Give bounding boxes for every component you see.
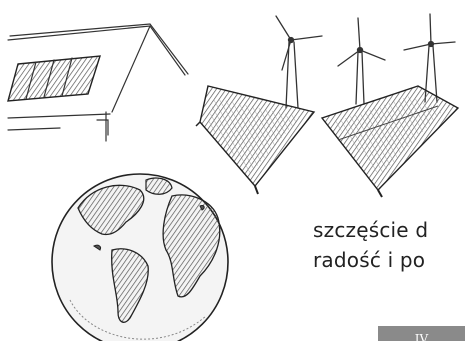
house-with-solar-panel <box>7 23 189 142</box>
roof-solar-panel <box>7 55 101 102</box>
caption-line-1: szczęście d <box>313 218 429 242</box>
earth-globe <box>51 173 229 341</box>
caption-line-2: radość i po <box>313 248 426 272</box>
solar-panel <box>320 85 460 198</box>
solar-panel <box>195 85 316 195</box>
page-number-tab: IV <box>378 326 465 341</box>
wind-turbine <box>275 15 323 109</box>
wind-turbine <box>337 17 386 105</box>
